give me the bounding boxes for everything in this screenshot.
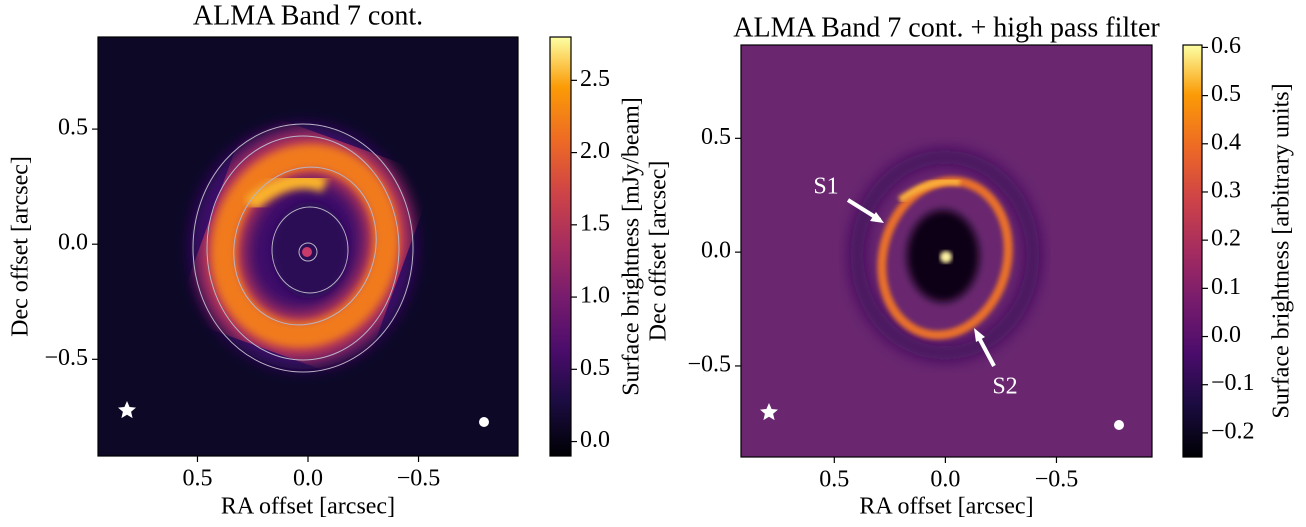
chart-title: ALMA Band 7 cont. + high pass filter [733,12,1160,43]
y-tick-label: 0.0 [58,230,88,256]
colorbar-label: Surface brightness [mJy/beam] [619,97,645,396]
x-tick-label: 0.0 [930,467,960,493]
colorbar-tick-label: 0.5 [1211,81,1241,107]
colorbar-tick-label: 0.6 [1211,33,1241,59]
annotation: S1 [813,174,838,200]
x-tick-label: 0.5 [819,467,849,493]
y-tick-label: −0.5 [44,345,88,371]
y-tick-label: 0.5 [701,124,731,150]
colorbar-tick-label: 0.3 [1211,177,1241,203]
colorbar-tick-label: 0.1 [1211,274,1241,300]
image-left [98,37,518,456]
colorbar-tick-label: 2.5 [580,66,610,92]
colorbar-tick-label: 0.0 [580,427,610,453]
x-tick-label: 0.0 [293,466,323,492]
colorbar [549,36,572,457]
y-tick-label: 0.0 [701,238,731,264]
y-axis-label: Dec offset [arcsec] [646,161,672,342]
colorbar-tick-label: 2.0 [580,138,610,164]
y-axis-label: Dec offset [arcsec] [8,156,34,337]
x-axis-label: RA offset [arcsec] [221,494,395,520]
colorbar-tick-label: 0.0 [1211,322,1241,348]
colorbar-tick-label: 1.0 [580,283,610,309]
colorbar-tick-label: 0.2 [1211,226,1241,252]
colorbar-tick-label: −0.1 [1211,370,1255,396]
y-tick-label: 0.5 [58,115,88,141]
chart-title: ALMA Band 7 cont. [193,0,423,31]
image-right [741,45,1152,457]
x-tick-label: −0.5 [1035,467,1079,493]
colorbar [1182,44,1203,458]
y-tick-label: −0.5 [687,351,731,377]
plot-frame [740,44,1153,458]
colorbar-label: Surface brightness [arbitrary units] [1269,83,1295,418]
colorbar-tick-label: 1.5 [580,210,610,236]
colorbar-tick-label: 0.5 [580,355,610,381]
x-tick-label: −0.5 [397,466,441,492]
colorbar-tick-label: −0.2 [1211,418,1255,444]
x-tick-label: 0.5 [182,466,212,492]
x-axis-label: RA offset [arcsec] [859,494,1033,520]
annotation: S2 [992,374,1017,400]
colorbar-tick-label: 0.4 [1211,129,1241,155]
